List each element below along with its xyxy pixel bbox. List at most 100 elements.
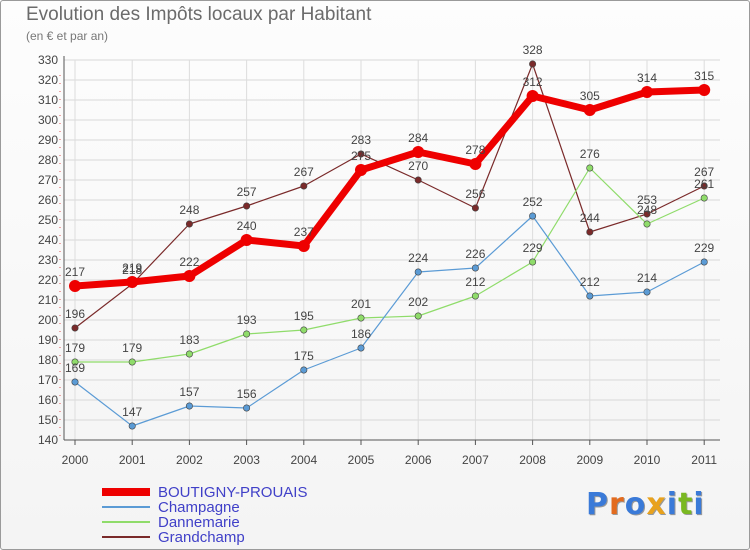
data-label-grandchamp: 283 [351,133,371,147]
data-label-champagne: 157 [179,385,199,399]
data-label-dannemarie: 202 [408,295,428,309]
data-label-dannemarie: 179 [65,341,85,355]
data-point-boutigny-prouais [469,158,482,170]
data-point-champagne [586,292,594,300]
data-label-grandchamp: 244 [580,211,600,225]
data-label-boutigny-prouais: 305 [580,89,600,103]
y-tick-label: 280 [38,153,58,167]
data-point-boutigny-prouais [240,234,253,246]
logo-letter: P [586,487,609,522]
data-label-champagne: 224 [408,251,428,265]
data-point-dannemarie [243,330,251,338]
logo-letter: x [646,487,667,522]
data-point-grandchamp [243,202,251,210]
data-point-grandchamp [471,204,479,212]
data-point-boutigny-prouais [526,90,539,102]
data-label-champagne: 252 [523,195,543,209]
data-point-boutigny-prouais [583,104,596,116]
data-label-champagne: 212 [580,275,600,289]
data-label-dannemarie: 261 [694,177,714,191]
data-label-boutigny-prouais: 237 [294,225,314,239]
data-label-grandchamp: 267 [694,165,714,179]
legend-item: BOUTIGNY-PROUAIS [102,483,308,501]
y-tick-label: 140 [38,433,58,447]
data-label-boutigny-prouais: 284 [408,131,428,145]
x-tick-label: 2000 [62,453,89,467]
chart-subtitle: (en € et par an) [26,29,109,43]
data-point-dannemarie [185,350,193,358]
legend-swatch [102,536,150,538]
data-point-champagne [300,366,308,374]
data-point-dannemarie [700,194,708,202]
legend-label: Dannemarie [158,513,240,531]
data-label-dannemarie: 183 [179,333,199,347]
data-point-boutigny-prouais [297,240,310,252]
data-label-champagne: 186 [351,327,371,341]
data-point-champagne [185,402,193,410]
data-label-champagne: 175 [294,349,314,363]
data-label-grandchamp: 248 [179,203,199,217]
legend-item: Champagne [102,498,240,516]
data-point-dannemarie [471,292,479,300]
data-point-boutigny-prouais [698,84,711,96]
data-label-champagne: 156 [237,387,257,401]
data-point-boutigny-prouais [355,164,367,176]
logo-letter: r [609,487,625,522]
y-tick-label: 270 [38,173,58,187]
legend-item: Grandchamp [102,529,245,546]
x-tick-label: 2003 [233,453,260,467]
data-label-grandchamp: 267 [294,165,314,179]
data-label-boutigny-prouais: 314 [637,71,657,85]
data-label-champagne: 147 [122,405,142,419]
legend-label: BOUTIGNY-PROUAIS [158,483,308,501]
legend-swatch [102,521,150,523]
data-point-champagne [471,264,479,272]
data-point-dannemarie [300,326,308,334]
data-label-grandchamp: 270 [408,159,428,173]
data-label-boutigny-prouais: 312 [523,75,543,89]
data-label-grandchamp: 256 [465,187,485,201]
series-line-champagne [74,215,705,427]
y-tick-label: 230 [38,253,58,267]
data-point-champagne [128,422,136,430]
y-tick-label: 310 [38,93,58,107]
data-point-boutigny-prouais [126,276,139,288]
legend-swatch [102,488,150,496]
data-label-grandchamp: 257 [237,185,257,199]
y-tick-label: 260 [38,193,58,207]
y-tick-label: 220 [38,273,58,287]
y-tick-label: 300 [38,113,58,127]
data-point-champagne [71,378,79,386]
logo-letter: i [666,487,679,522]
y-tick-label: 190 [38,333,58,347]
data-label-dannemarie: 276 [580,147,600,161]
data-point-champagne [357,344,365,352]
y-tick-label: 320 [38,73,58,87]
data-point-boutigny-prouais [412,146,425,158]
data-point-dannemarie [128,358,136,366]
data-label-grandchamp: 218 [122,263,142,277]
data-point-grandchamp [71,324,79,332]
data-point-grandchamp [529,60,537,68]
legend-label: Champagne [158,498,240,516]
data-label-boutigny-prouais: 315 [694,69,714,83]
data-label-boutigny-prouais: 222 [179,255,199,269]
y-tick-label: 210 [38,293,58,307]
data-label-dannemarie: 193 [237,313,257,327]
y-tick-label: 240 [38,233,58,247]
chart-title: Evolution des Impôts locaux par Habitant [26,4,372,25]
data-point-champagne [243,404,251,412]
logo-letter: i [693,487,705,522]
x-tick-label: 2002 [176,453,203,467]
data-point-grandchamp [586,228,594,236]
data-point-dannemarie [357,314,365,322]
x-tick-label: 2010 [634,453,661,467]
x-tick-label: 2006 [405,453,432,467]
data-label-champagne: 169 [65,361,85,375]
x-tick-label: 2011 [691,453,717,467]
data-point-boutigny-prouais [641,86,653,98]
data-point-dannemarie [643,220,651,228]
data-point-grandchamp [185,220,193,228]
data-point-champagne [414,268,422,276]
x-tick-label: 2007 [462,453,489,467]
